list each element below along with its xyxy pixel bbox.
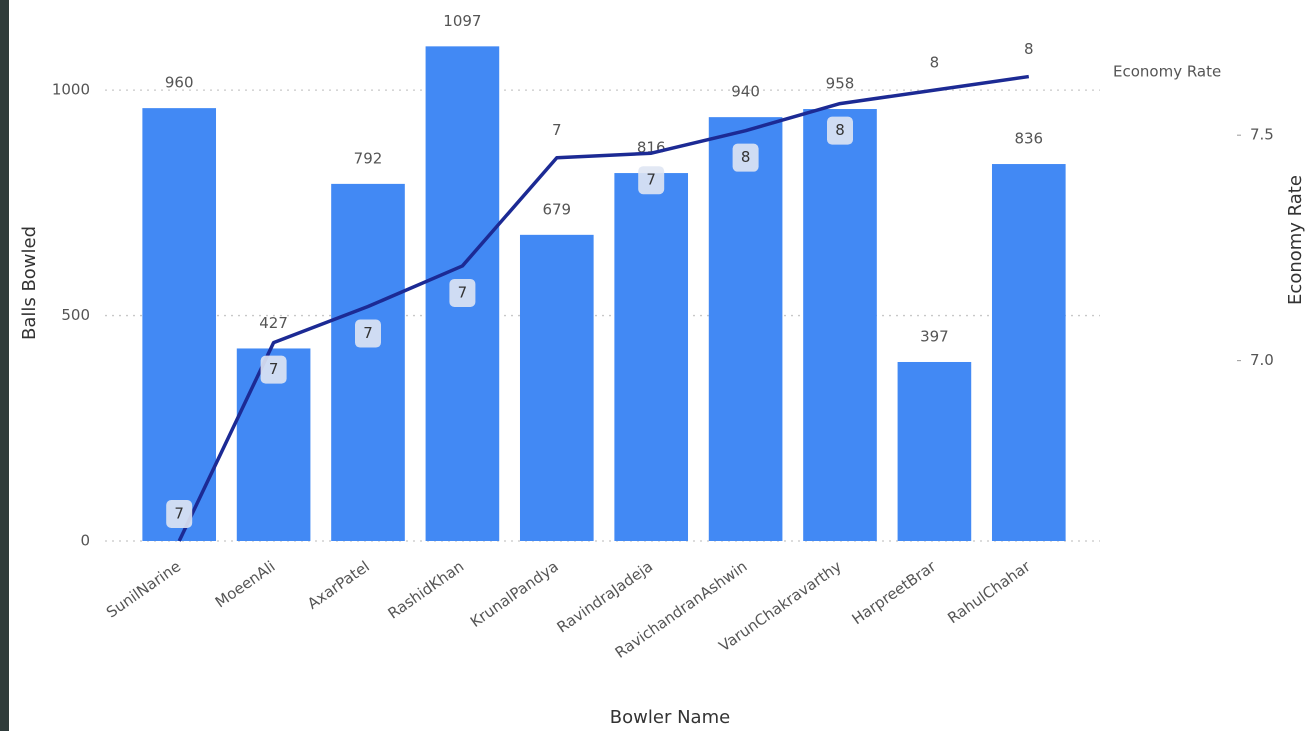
line-value-label: 8 bbox=[835, 121, 845, 139]
line-value-label: 7 bbox=[646, 171, 656, 189]
line-value-label: 7 bbox=[363, 324, 373, 342]
bar bbox=[614, 173, 689, 542]
bar bbox=[991, 164, 1066, 542]
label-box bbox=[449, 278, 476, 307]
line-value-label: 7 bbox=[174, 505, 184, 523]
bar-value-label: 427 bbox=[259, 314, 288, 332]
y2-tick-label: 7.5 bbox=[1250, 126, 1274, 144]
line-value-label: 8 bbox=[741, 148, 751, 166]
x-tick-label: RavindraJadeja bbox=[554, 557, 656, 636]
y2-tick-label: 7.0 bbox=[1250, 351, 1274, 369]
bar bbox=[897, 361, 972, 541]
x-tick-label: RashidKhan bbox=[385, 557, 468, 622]
label-box bbox=[638, 166, 665, 195]
y2-axis-title: Economy Rate bbox=[1285, 175, 1306, 305]
bar-value-label: 960 bbox=[165, 74, 194, 92]
line bbox=[177, 74, 1030, 542]
label-box bbox=[732, 143, 759, 172]
line-value-label: 7 bbox=[458, 283, 468, 301]
bar bbox=[331, 183, 405, 541]
x-axis-title: Bowler Name bbox=[610, 707, 730, 728]
x-tick-label: SunilNarine bbox=[103, 557, 184, 621]
bar bbox=[142, 108, 217, 542]
x-tick-label: AxarPatel bbox=[304, 557, 373, 613]
y-tick-label: 0 bbox=[80, 532, 90, 550]
bar-value-label: 792 bbox=[354, 149, 383, 167]
line-value-label: 7 bbox=[552, 121, 562, 139]
bar-value-label: 1097 bbox=[443, 12, 481, 30]
x-tick-label: KrunalPandya bbox=[467, 557, 562, 631]
bar bbox=[803, 109, 877, 542]
bar-value-label: 958 bbox=[826, 75, 855, 93]
legend-label: Economy Rate bbox=[1113, 63, 1221, 81]
y-tick-label: 500 bbox=[61, 306, 90, 324]
line-value-label: 8 bbox=[1024, 40, 1034, 58]
label-box bbox=[260, 355, 287, 384]
bar-value-label: 679 bbox=[542, 200, 571, 218]
bar-value-label: 397 bbox=[920, 327, 949, 345]
y-axis-title: Balls Bowled bbox=[19, 226, 40, 340]
bar bbox=[708, 117, 783, 542]
line-value-label: 8 bbox=[930, 54, 940, 72]
x-tick-label: RahulChahar bbox=[944, 557, 1034, 628]
line-value-label: 7 bbox=[269, 360, 279, 378]
edge-strip bbox=[0, 0, 9, 731]
y-tick-label: 1000 bbox=[52, 81, 90, 99]
label-box bbox=[827, 116, 853, 145]
bar bbox=[519, 234, 594, 541]
bar-value-label: 940 bbox=[731, 83, 760, 101]
x-tick-label: HarpreetBrar bbox=[849, 557, 940, 629]
label-box bbox=[166, 500, 193, 528]
x-tick-label: MoeenAli bbox=[212, 557, 279, 611]
label-box bbox=[355, 319, 381, 348]
bar-value-label: 836 bbox=[1014, 130, 1043, 148]
